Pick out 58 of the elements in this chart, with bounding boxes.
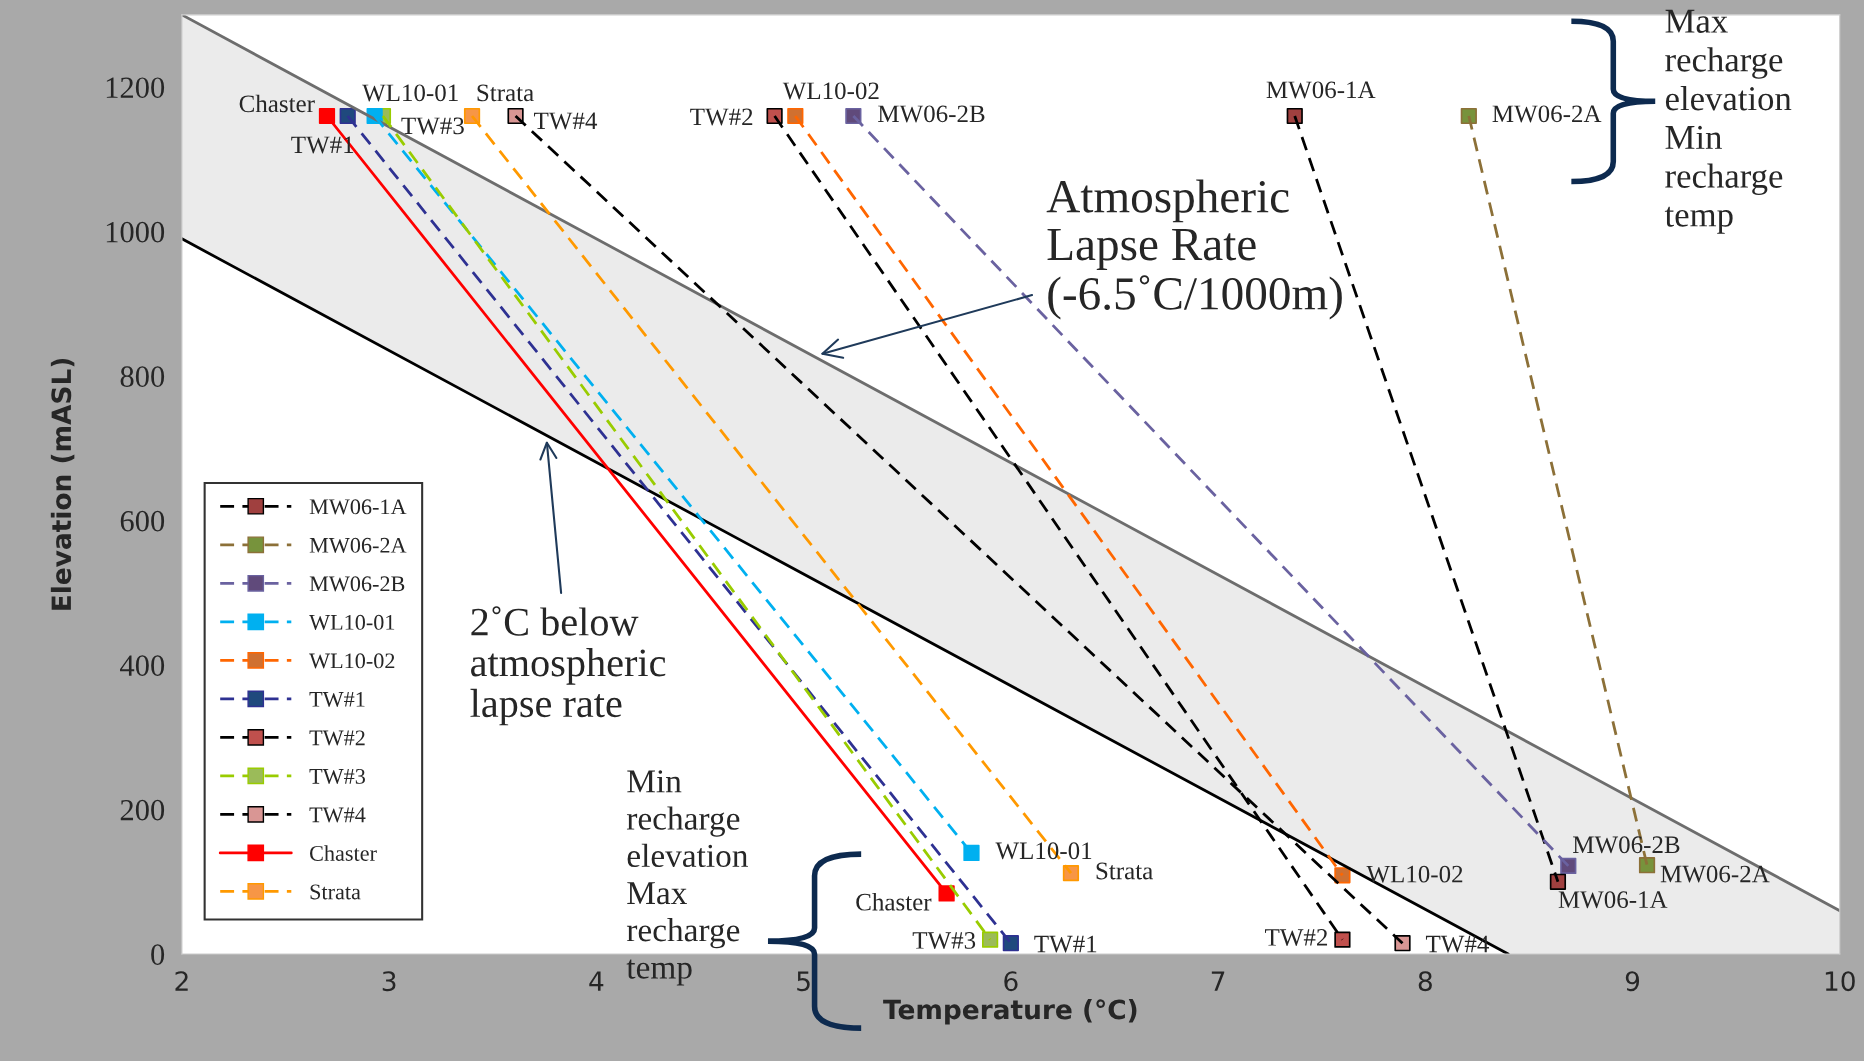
x-tick-label: 9 [1625,971,1640,992]
x-tick-label: 2 [175,971,188,991]
x-tick-label: 3 [382,971,396,992]
annotation: Strata [477,84,534,102]
annotation: Chaster [856,893,932,911]
legend-label: MW06-2B [309,576,405,592]
legend-label: MW06-1A [309,499,407,515]
x-axis-title: Temperature (°C) [883,999,1137,1025]
annotation: WL10-01 [362,84,458,102]
annotation: WL10-02 [1366,865,1463,883]
x-tick-label: 8 [1418,971,1432,992]
annotation: TW#2 [1265,929,1328,946]
y-tick-label: 1200 [106,77,165,98]
x-tick-label: 6 [1004,971,1018,992]
annotation: TW#2 [690,108,753,126]
y-tick-label: 0 [151,944,165,965]
annotation: MW06-2B [878,105,985,123]
y-tick-label: 400 [120,655,165,676]
annotation: MW06-2A [1492,105,1602,123]
annotation: TW#1 [1034,935,1097,953]
annotation: MW06-2A [1660,865,1770,883]
y-tick-label: 1000 [106,221,165,243]
point [1334,931,1351,948]
annotation: TW#4 [1425,935,1489,953]
annotation: WL10-02 [782,82,879,100]
legend-label: WL10-02 [309,653,395,669]
annotation: Max recharge elevation Min recharge temp [1664,9,1792,234]
point [982,931,999,948]
point [1334,867,1351,884]
annotation: MW06-1A [1558,891,1668,909]
legend-label: Strata [310,884,361,900]
y-tick-label: 800 [120,366,165,387]
annotation: TW#4 [534,112,598,130]
annotation: TW#3 [401,117,464,135]
annotation: Atmospheric Lapse Rate (-6.5˚C/1000m) [1046,179,1342,320]
annotation: WL10-01 [995,842,1092,860]
x-tick-label: 7 [1211,971,1225,991]
annotation: MW06-1A [1266,81,1376,99]
legend-label: WL10-01 [309,614,395,630]
y-tick-label: 200 [120,799,165,821]
y-axis-title: Elevation (mASL) [50,358,75,610]
legend-label: MW06-2A [309,537,407,553]
legend-label: TW#1 [309,691,365,707]
annotation: 2˚C below atmospheric lapse rate [470,606,666,726]
annotation: Chaster [239,94,315,113]
annotation: TW#3 [912,932,976,949]
y-tick-label: 600 [120,510,165,532]
x-tick-label: 5 [797,971,810,992]
annotation: MW06-2B [1573,836,1680,854]
x-tick-label: 10 [1825,971,1855,992]
legend-label: TW#4 [309,807,366,823]
point [963,844,980,862]
legend-label: Chaster [310,845,377,861]
annotation: Min recharge elevation Max recharge temp [626,770,748,986]
legend-label: TW#3 [309,768,365,784]
x-tick-label: 4 [589,971,604,991]
annotation: Strata [1096,862,1153,880]
legend-label: TW#2 [309,730,365,746]
